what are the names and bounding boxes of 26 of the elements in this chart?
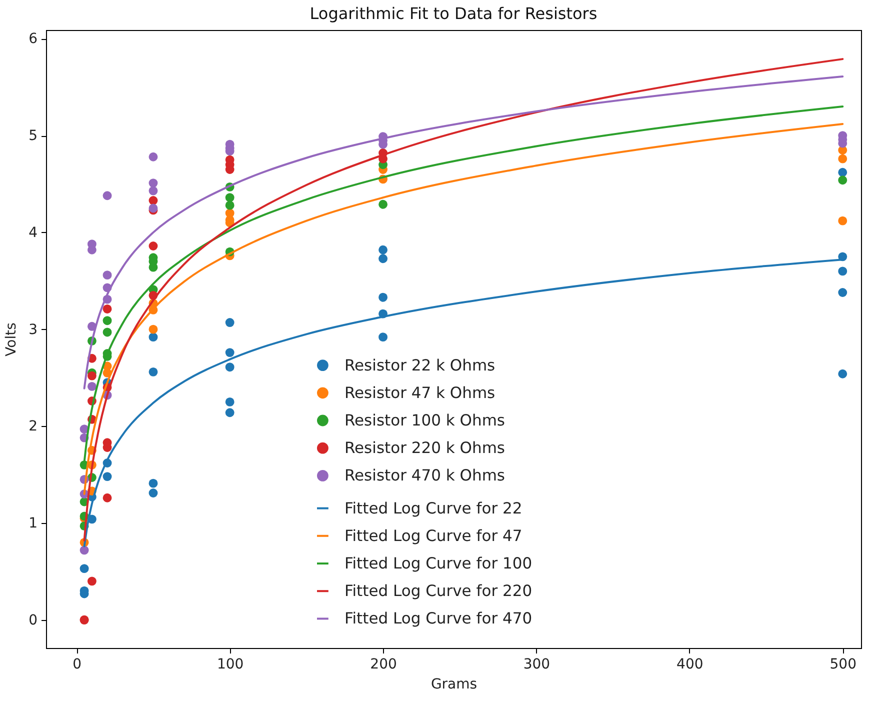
legend-label: Resistor 220 k Ohms bbox=[344, 439, 505, 458]
y-tick-label: 1 bbox=[28, 516, 38, 532]
legend-label: Resistor 470 k Ohms bbox=[344, 466, 505, 485]
x-tick-label: 200 bbox=[370, 656, 397, 672]
y-tick-label: 0 bbox=[28, 612, 38, 628]
y-axis-title: Volts bbox=[4, 322, 20, 356]
legend-label: Fitted Log Curve for 47 bbox=[344, 526, 522, 545]
y-tick-label: 2 bbox=[28, 418, 38, 435]
legend-label: Fitted Log Curve for 100 bbox=[344, 554, 532, 572]
legend-label: Resistor 47 k Ohms bbox=[344, 384, 496, 402]
legend-label: Fitted Log Curve for 22 bbox=[344, 499, 522, 518]
legend-label: Resistor 100 k Ohms bbox=[344, 411, 505, 430]
x-tick-label: 400 bbox=[676, 656, 704, 672]
x-tick-label: 0 bbox=[72, 656, 82, 672]
legend-label: Resistor 22 k Ohms bbox=[344, 356, 496, 374]
chart-title: Logarithmic Fit to Data for Resistors bbox=[310, 4, 598, 23]
x-tick-label: 100 bbox=[216, 656, 244, 672]
y-tick-label: 5 bbox=[28, 128, 38, 144]
x-tick-label: 500 bbox=[830, 656, 856, 672]
legend-label: Fitted Log Curve for 220 bbox=[344, 582, 532, 600]
legend-label: Fitted Log Curve for 470 bbox=[344, 610, 532, 628]
x-axis-title: Grams bbox=[430, 676, 478, 692]
y-tick-label: 4 bbox=[28, 224, 38, 241]
y-tick-label: 6 bbox=[28, 31, 38, 48]
x-tick-label: 300 bbox=[523, 656, 550, 672]
y-tick-label: 3 bbox=[28, 322, 38, 338]
